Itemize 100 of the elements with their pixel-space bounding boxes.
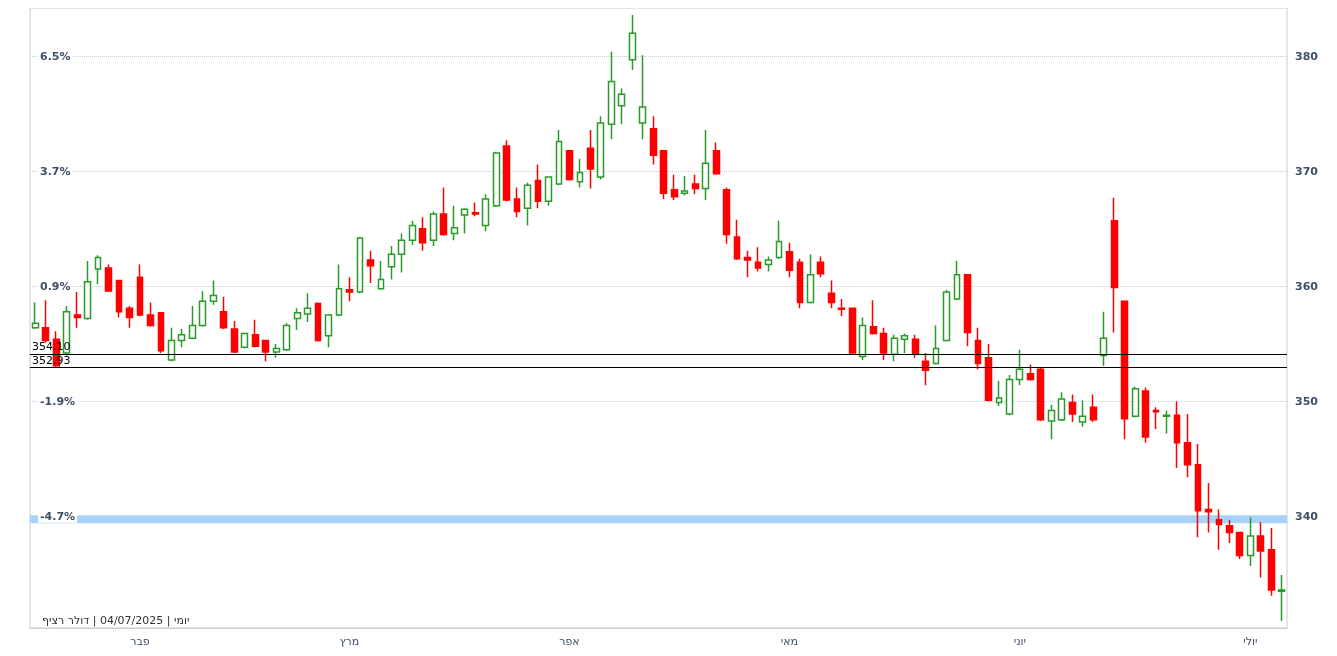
candlestick [1120, 300, 1129, 441]
y-tick-label: 360 [1295, 279, 1319, 293]
candlestick [534, 163, 542, 209]
candlestick [460, 207, 469, 235]
candlestick [1015, 348, 1024, 387]
candlestick [754, 246, 762, 273]
candlestick [408, 220, 417, 246]
candlestick [565, 149, 574, 182]
candlestick [900, 332, 909, 354]
candlestick [995, 379, 1003, 407]
candlestick [502, 139, 511, 202]
candlestick [1152, 406, 1160, 430]
candlestick [1256, 521, 1265, 579]
candlestick [848, 307, 857, 355]
candlestick [816, 255, 825, 278]
candlestick [418, 216, 427, 252]
y-tick-label: 340 [1295, 509, 1319, 523]
y-tick-label: 370 [1295, 164, 1319, 178]
candlestick [1267, 527, 1276, 597]
y2-tick-label: 0.9% [40, 279, 71, 293]
candlestick [450, 205, 459, 242]
candlestick [586, 129, 595, 190]
candlestick [1194, 443, 1202, 538]
candlestick [324, 314, 333, 349]
candlestick [869, 299, 878, 336]
candlestick [879, 327, 888, 361]
candlestick [837, 298, 846, 318]
annotation: יומי | 04/07/2025 | דולר רציף [42, 614, 190, 627]
candlestick [1204, 482, 1213, 534]
y2-tick-label: 6.5% [40, 49, 71, 63]
candlestick [1225, 519, 1234, 544]
candlestick [827, 279, 836, 309]
candlestick [492, 151, 501, 208]
candlestick [41, 299, 50, 344]
candlestick [576, 157, 584, 189]
candlestick [356, 236, 364, 295]
candlestick [1099, 310, 1108, 367]
candlestick [1005, 374, 1014, 416]
candlestick [1183, 413, 1192, 479]
candlestick [1110, 197, 1119, 334]
candlestick [1078, 399, 1087, 428]
y2-tick-label: 3.7% [40, 164, 71, 178]
candlestick [953, 260, 961, 301]
candlestick [617, 87, 626, 125]
candlestick [764, 255, 773, 273]
candlestick [932, 324, 940, 366]
candlestick [240, 332, 249, 350]
candlestick [638, 54, 647, 140]
candlestick [335, 263, 343, 318]
x-tick-label: יוני [1013, 635, 1027, 648]
candlestick [83, 260, 92, 321]
candlestick [282, 322, 291, 352]
candlestick [188, 305, 197, 341]
candlestick [1057, 391, 1066, 422]
candlestick [513, 186, 521, 219]
candlestick [366, 249, 375, 284]
x-tick-label: יולי [1243, 635, 1258, 648]
candlestick [1235, 531, 1244, 560]
candlestick [659, 149, 668, 200]
candlestick [722, 186, 731, 245]
candlestick [942, 289, 951, 343]
candlestick [1246, 516, 1255, 567]
candlestick [544, 176, 553, 207]
y2-tick-label: -4.7% [40, 509, 76, 523]
candlestick [177, 328, 186, 349]
candlestick [523, 182, 532, 227]
candlestick [1173, 400, 1181, 469]
candlestick [314, 301, 322, 343]
candlestick [775, 220, 783, 260]
candlestick [387, 245, 396, 281]
candlestick [796, 258, 804, 309]
candlestick [377, 260, 385, 291]
candlestick [701, 129, 710, 201]
candlestick [1068, 393, 1077, 423]
candlestick [429, 210, 438, 247]
candlestick [439, 186, 448, 237]
y-tick-label: 380 [1295, 49, 1319, 63]
candlestick [471, 201, 480, 217]
candlestick [984, 343, 993, 403]
candlestick [680, 175, 689, 197]
candlestick [167, 327, 176, 362]
candlestick [209, 279, 218, 306]
candlestick [607, 50, 616, 140]
candlestick [1141, 386, 1150, 444]
candlestick [31, 301, 40, 330]
candlestick [785, 241, 794, 278]
candlestick [890, 333, 899, 362]
candlestick [230, 320, 239, 354]
candlestick [136, 263, 144, 318]
candlestick [251, 318, 260, 349]
candlestick [157, 312, 165, 354]
candlestick [806, 253, 815, 305]
candlestick [104, 263, 113, 293]
candlestick [261, 339, 270, 362]
candlestick [1036, 366, 1045, 422]
candlestick [1089, 393, 1098, 423]
candlestick [1047, 404, 1056, 441]
candlestick [963, 274, 972, 347]
candlestick [921, 352, 930, 387]
y-tick-label: 350 [1295, 394, 1319, 408]
